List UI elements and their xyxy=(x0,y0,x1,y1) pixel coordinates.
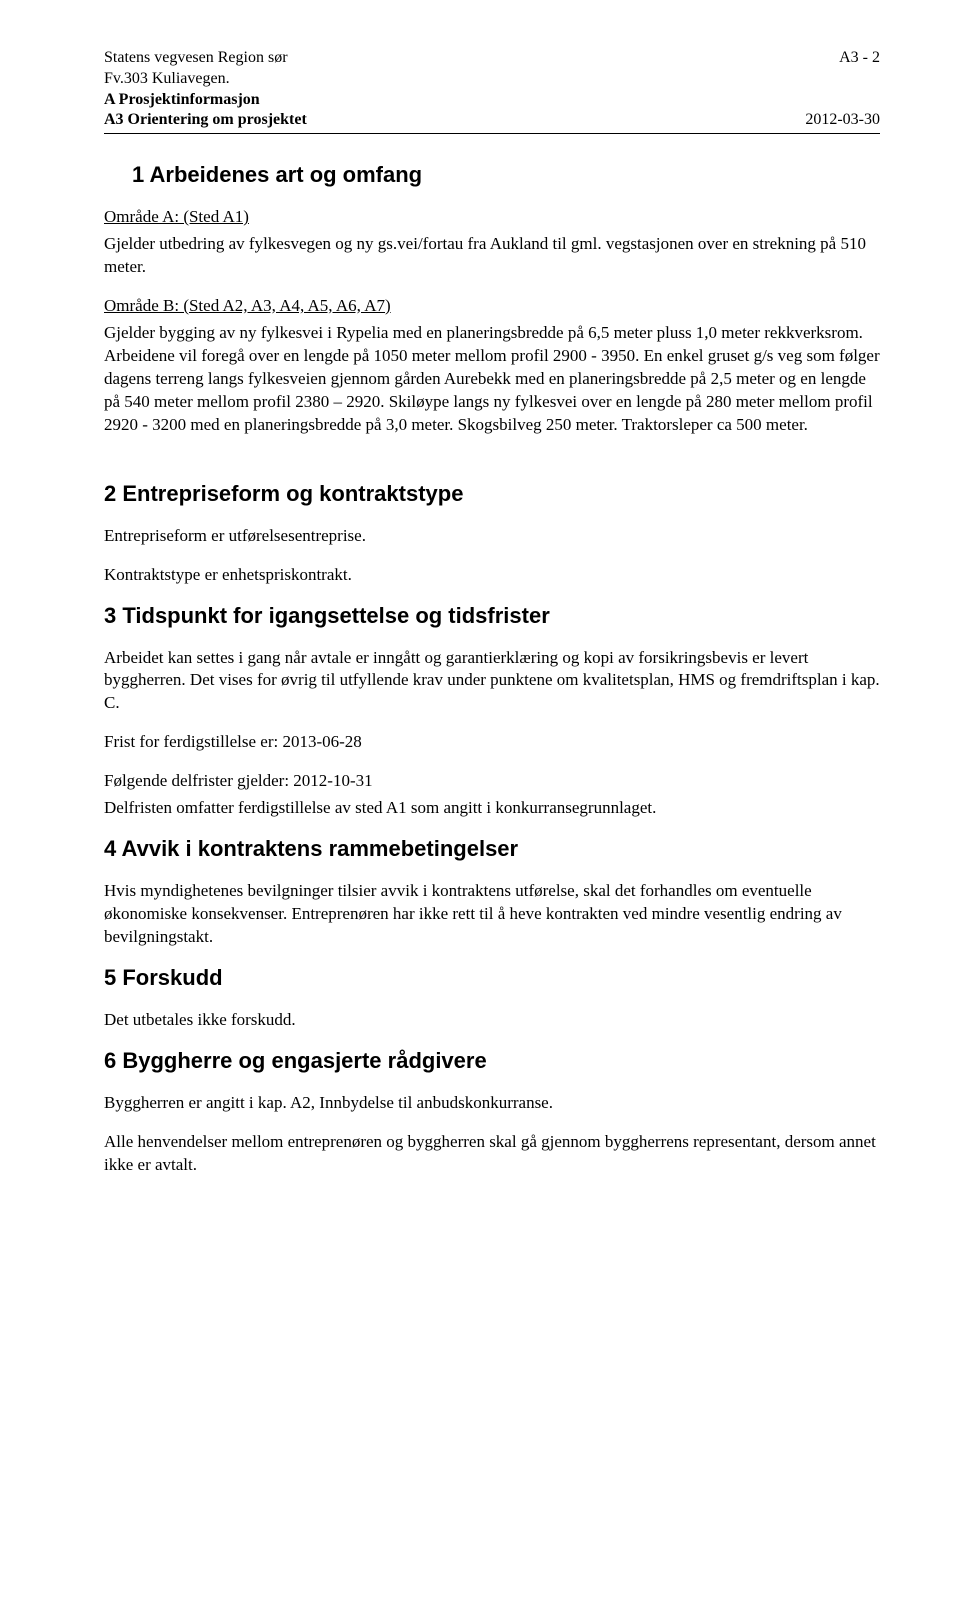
s2-p2: Kontraktstype er enhetspriskontrakt. xyxy=(104,564,880,587)
page: Statens vegvesen Region sør A3 - 2 Fv.30… xyxy=(0,0,960,1621)
heading-1: 1 Arbeidenes art og omfang xyxy=(132,162,880,188)
heading-3: 3 Tidspunkt for igangsettelse og tidsfri… xyxy=(104,603,880,629)
s3-p1: Arbeidet kan settes i gang når avtale er… xyxy=(104,647,880,716)
s2-p1: Entrepriseform er utførelsesentreprise. xyxy=(104,525,880,548)
s4-p1: Hvis myndighetenes bevilgninger tilsier … xyxy=(104,880,880,949)
header-left: Statens vegvesen Region sør xyxy=(104,48,288,69)
s3-p4: Delfristen omfatter ferdigstillelse av s… xyxy=(104,797,880,820)
header-row-3: A Prosjektinformasjon xyxy=(104,90,880,111)
s6-p2: Alle henvendelser mellom entreprenøren o… xyxy=(104,1131,880,1177)
heading-2: 2 Entrepriseform og kontraktstype xyxy=(104,481,880,507)
gap-1 xyxy=(104,453,880,481)
heading-5: 5 Forskudd xyxy=(104,965,880,991)
area-a-body: Gjelder utbedring av fylkesvegen og ny g… xyxy=(104,233,880,279)
area-b-body: Gjelder bygging av ny fylkesvei i Rypeli… xyxy=(104,322,880,437)
header-road: Fv.303 Kuliavegen. xyxy=(104,69,230,90)
header-row-2: Fv.303 Kuliavegen. xyxy=(104,69,880,90)
header-section-a: A Prosjektinformasjon xyxy=(104,90,260,111)
s3-p3: Følgende delfrister gjelder: 2012-10-31 xyxy=(104,770,880,793)
header-divider xyxy=(104,133,880,134)
header-row-1: Statens vegvesen Region sør A3 - 2 xyxy=(104,48,880,69)
heading-4: 4 Avvik i kontraktens rammebetingelser xyxy=(104,836,880,862)
area-a-title: Område A: (Sted A1) xyxy=(104,207,249,226)
s6-p1: Byggherren er angitt i kap. A2, Innbydel… xyxy=(104,1092,880,1115)
header-row-4: A3 Orientering om prosjektet 2012-03-30 xyxy=(104,110,880,131)
s5-p1: Det utbetales ikke forskudd. xyxy=(104,1009,880,1032)
header-org: Statens vegvesen Region sør xyxy=(104,48,288,69)
s3-p2: Frist for ferdigstillelse er: 2013-06-28 xyxy=(104,731,880,754)
header-page-number: A3 - 2 xyxy=(839,48,880,69)
area-b-title: Område B: (Sted A2, A3, A4, A5, A6, A7) xyxy=(104,296,391,315)
header-section-a3: A3 Orientering om prosjektet xyxy=(104,110,307,131)
heading-6: 6 Byggherre og engasjerte rådgivere xyxy=(104,1048,880,1074)
header-date: 2012-03-30 xyxy=(805,110,880,131)
